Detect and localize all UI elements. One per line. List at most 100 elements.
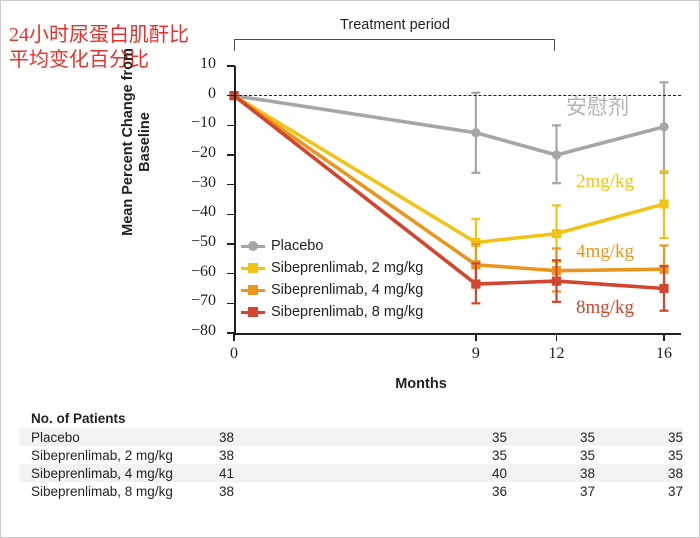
y-axis-tick [227, 272, 235, 275]
table-cell: 38 [219, 429, 235, 445]
legend-marker-icon [241, 239, 265, 253]
legend-item-4[interactable]: Sibeprenlimab, 8 mg/kg [241, 301, 423, 323]
table-row-label: Sibeprenlimab, 8 mg/kg [31, 483, 173, 499]
x-axis-title: Months [395, 376, 447, 392]
data-point [551, 276, 562, 286]
table-cell: 38 [219, 483, 235, 499]
zero-reference-line [234, 95, 681, 96]
table-cell: 38 [579, 465, 595, 481]
table-cell: 35 [491, 429, 507, 445]
data-point [551, 150, 562, 160]
table-row: Sibeprenlimab, 8 mg/kg 38 36 37 37 [19, 482, 683, 500]
series-line [232, 93, 666, 273]
y-axis-tick [227, 183, 235, 186]
legend-marker-icon [241, 261, 265, 275]
y-axis-title: Mean Percent Change from Baseline [120, 48, 153, 236]
table-cell: 35 [579, 447, 595, 463]
table-cell: 38 [667, 465, 683, 481]
legend-item-1[interactable]: Placebo [241, 235, 423, 257]
table-cell: 35 [579, 429, 595, 445]
table-row: Placebo 38 35 35 35 [19, 428, 683, 446]
table-row-label: Sibeprenlimab, 4 mg/kg [31, 465, 173, 481]
table-row: Sibeprenlimab, 2 mg/kg 38 35 35 35 [19, 446, 683, 464]
table-spacer [319, 482, 419, 500]
series-line [232, 93, 666, 157]
y-axis-tick [227, 65, 235, 67]
annotation-placebo-cn: 安慰剂 [566, 95, 629, 119]
data-point [659, 283, 669, 294]
y-axis-tick-label: −40 [190, 203, 216, 221]
x-axis-tick-label: 12 [548, 345, 565, 362]
y-axis-tick-label: −60 [190, 262, 216, 280]
y-axis-tick [227, 124, 235, 127]
legend-label: Placebo [271, 238, 324, 254]
y-axis-tick-label: −10 [190, 114, 216, 132]
legend-marker-icon [241, 305, 265, 319]
legend-label: Sibeprenlimab, 2 mg/kg [271, 260, 424, 276]
data-point [659, 122, 669, 132]
y-axis-tick [227, 332, 235, 334]
table-cell: 36 [491, 483, 507, 499]
series-line [232, 93, 666, 245]
table-cell: 35 [667, 429, 683, 445]
data-point [471, 237, 481, 248]
legend-label: Sibeprenlimab, 8 mg/kg [271, 304, 424, 320]
x-axis-tick-label: 16 [656, 345, 672, 362]
y-axis-tick-label: −20 [190, 144, 216, 161]
y-axis-tick-label: −50 [190, 233, 216, 250]
y-axis-tick [227, 213, 235, 216]
table-cell: 35 [667, 447, 683, 463]
series-2 [229, 91, 669, 265]
y-axis-tick-label: 10 [200, 55, 216, 72]
y-axis-tick-label: −70 [190, 292, 216, 310]
x-axis-tick [663, 333, 665, 341]
chart-canvas [229, 81, 669, 312]
data-point [471, 128, 481, 138]
legend-marker-icon [241, 283, 265, 297]
table-row-label: Placebo [31, 429, 80, 445]
legend-item-3[interactable]: Sibeprenlimab, 4 mg/kg [241, 279, 423, 301]
line-chart: 10 0 −10 −20 −30 −40 −50 −60 −70 −80 0 9 12 16 Mean … [1, 1, 700, 401]
table-spacer [319, 428, 419, 446]
patients-table-block: No. of Patients Placebo 38 35 35 35 Sibeprenl… [19, 409, 683, 500]
table-row-label: Sibeprenlimab, 2 mg/kg [31, 447, 173, 463]
chinese-annotation-title: 24小时尿蛋白肌酐比 平均变化百分比 [9, 24, 189, 71]
table-cell: 35 [491, 447, 507, 463]
table-row: Sibeprenlimab, 4 mg/kg 41 40 38 38 [19, 464, 683, 482]
table-cell: 37 [579, 483, 595, 499]
x-axis-tick-label: 9 [471, 345, 480, 362]
y-axis-tick [227, 243, 235, 245]
annotation-dose-4mg: 4mg/kg [576, 241, 635, 262]
y-axis-line [234, 66, 236, 334]
x-axis-tick [475, 333, 477, 341]
patients-table-title: No. of Patients [31, 411, 126, 426]
annotation-dose-2mg: 2mg/kg [576, 171, 635, 192]
table-cell: 40 [491, 465, 507, 481]
data-point [471, 279, 481, 289]
x-axis-tick [555, 333, 558, 341]
x-axis-line [234, 333, 681, 335]
legend-item-2[interactable]: Sibeprenlimab, 2 mg/kg [241, 257, 423, 279]
patients-table: Placebo 38 35 35 35 Sibeprenlimab, 2 mg/kg 38 3… [19, 428, 683, 500]
y-axis-tick-label: −80 [190, 322, 216, 339]
y-axis-tick [227, 154, 235, 156]
table-cell: 38 [219, 447, 235, 463]
table-spacer [319, 446, 419, 464]
treatment-period-label: Treatment period [340, 17, 450, 33]
chart-legend: Placebo Sibeprenlimab, 2 mg/kg Sibeprenlim… [241, 235, 423, 323]
treatment-period-bracket [234, 39, 555, 51]
data-point [551, 229, 562, 239]
y-axis-tick-label: 0 [208, 84, 216, 102]
table-spacer [319, 464, 419, 482]
y-axis-tick-label: −30 [190, 173, 216, 191]
annotation-dose-8mg: 8mg/kg [576, 297, 635, 318]
y-axis-tick [227, 94, 235, 97]
x-axis-tick [233, 333, 235, 341]
data-point [659, 199, 669, 209]
legend-label: Sibeprenlimab, 4 mg/kg [271, 282, 424, 298]
y-axis-tick [227, 302, 235, 305]
series-line [232, 93, 666, 291]
x-axis-tick-label: 0 [230, 345, 238, 362]
table-cell: 37 [667, 483, 683, 499]
